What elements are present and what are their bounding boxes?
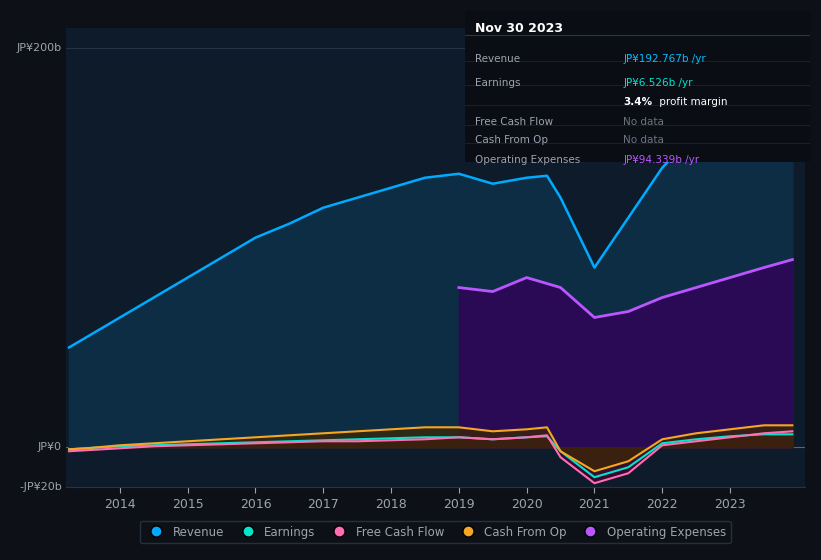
Text: -JP¥20b: -JP¥20b bbox=[19, 482, 62, 492]
Text: profit margin: profit margin bbox=[656, 97, 727, 108]
Text: Revenue: Revenue bbox=[475, 54, 521, 63]
Text: JP¥192.767b /yr: JP¥192.767b /yr bbox=[623, 54, 706, 63]
Text: JP¥0: JP¥0 bbox=[38, 442, 62, 452]
Text: JP¥6.526b /yr: JP¥6.526b /yr bbox=[623, 78, 693, 88]
Text: No data: No data bbox=[623, 135, 664, 145]
Text: 3.4%: 3.4% bbox=[623, 97, 653, 108]
Text: JP¥94.339b /yr: JP¥94.339b /yr bbox=[623, 155, 699, 165]
Text: Nov 30 2023: Nov 30 2023 bbox=[475, 22, 563, 35]
Text: Cash From Op: Cash From Op bbox=[475, 135, 548, 145]
Text: JP¥200b: JP¥200b bbox=[17, 43, 62, 53]
Text: Operating Expenses: Operating Expenses bbox=[475, 155, 580, 165]
Text: No data: No data bbox=[623, 117, 664, 127]
Text: Earnings: Earnings bbox=[475, 78, 521, 88]
Legend: Revenue, Earnings, Free Cash Flow, Cash From Op, Operating Expenses: Revenue, Earnings, Free Cash Flow, Cash … bbox=[140, 521, 731, 543]
Text: Free Cash Flow: Free Cash Flow bbox=[475, 117, 553, 127]
